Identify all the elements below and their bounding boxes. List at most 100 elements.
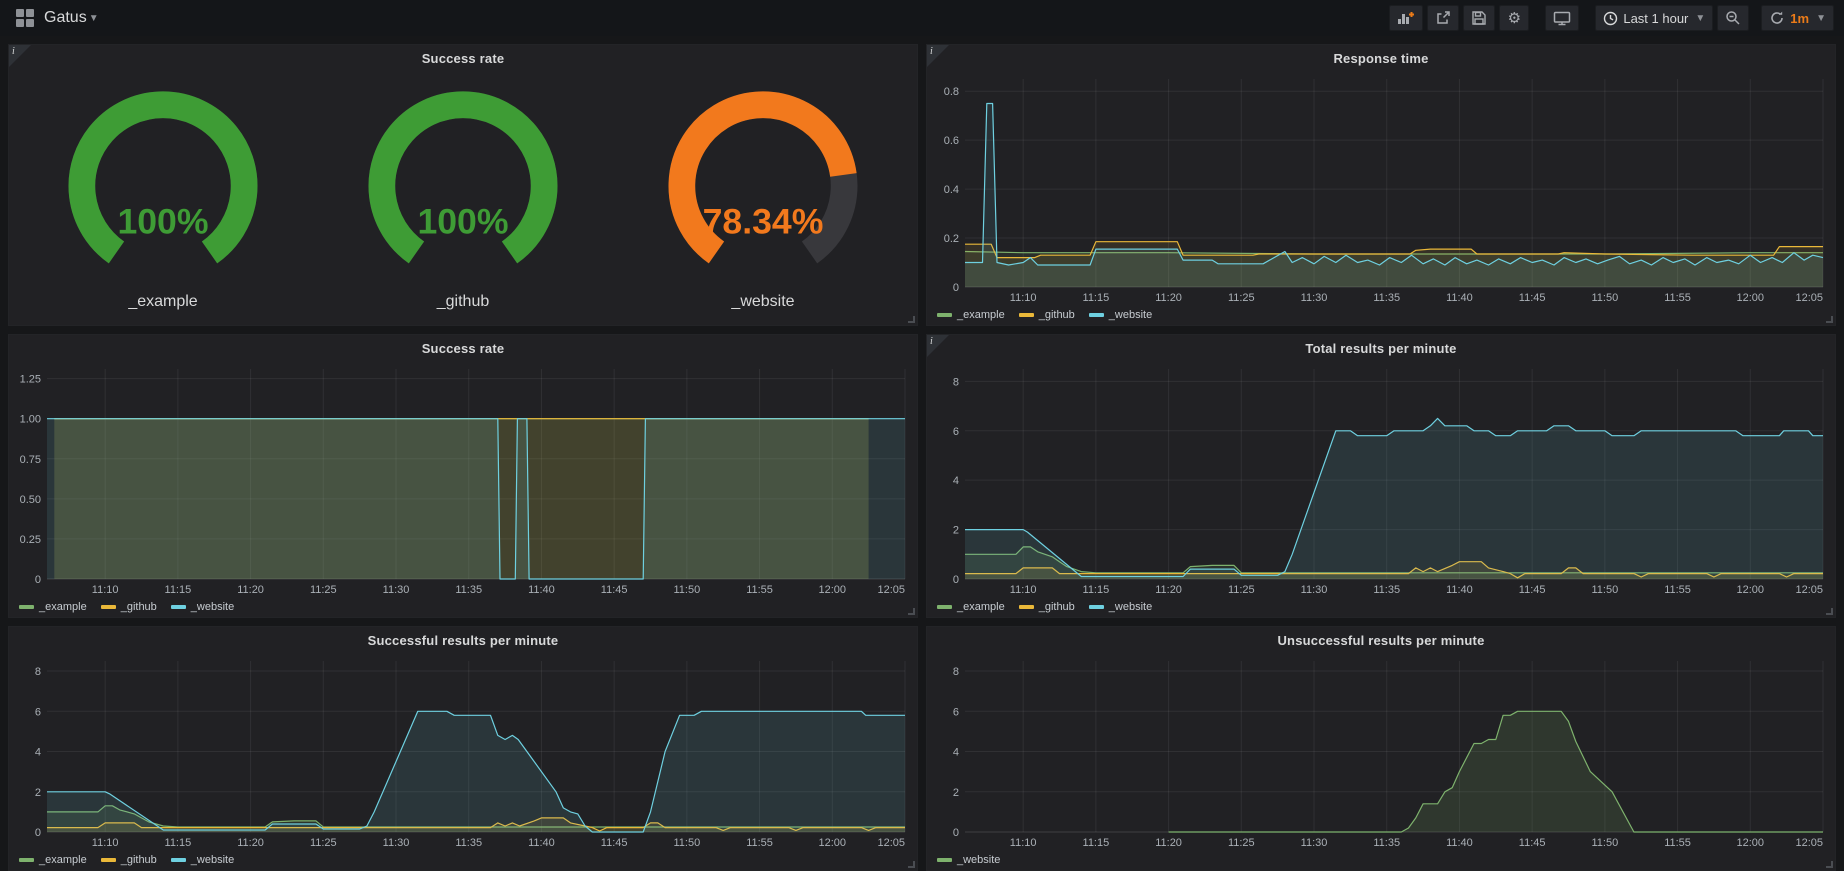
legend-label: _github — [120, 601, 157, 613]
legend-label: _example — [39, 601, 87, 613]
svg-text:100%: 100% — [117, 201, 208, 241]
panel-title[interactable]: Response time — [1333, 50, 1429, 66]
successful-results-chart[interactable]: 0 2 4 6 8 11:10 11:15 11:20 11:25 11:30 11:35 11:40… — [9, 653, 917, 850]
panel-title[interactable]: Success rate — [421, 340, 505, 356]
legend-item[interactable]: _github — [100, 854, 157, 866]
svg-text:1.25: 1.25 — [20, 374, 41, 386]
svg-text:0: 0 — [953, 827, 959, 839]
legend-item[interactable]: _github — [100, 601, 157, 613]
zoom-out-button[interactable] — [1717, 5, 1750, 31]
panel-title[interactable]: Success rate — [421, 50, 505, 66]
svg-text:11:10: 11:10 — [1010, 837, 1037, 849]
gauge-arc: 100% — [368, 91, 558, 264]
panel-total-results: i Total results per minute 0 2 4 6 8 11:10 11:… — [926, 334, 1836, 618]
gauge-website: 78.34% _website — [613, 81, 913, 311]
legend-item[interactable]: _website — [1088, 309, 1153, 321]
svg-text:2: 2 — [35, 787, 41, 799]
chart-legend: _example _github _website — [9, 597, 917, 617]
legend-item[interactable]: _example — [19, 854, 87, 866]
legend-label: _website — [1108, 309, 1153, 321]
panel-resize-handle[interactable] — [908, 861, 915, 868]
gauge-label: _website — [731, 293, 795, 310]
legend-item[interactable]: _example — [937, 601, 1005, 613]
legend-label: _github — [120, 854, 157, 866]
svg-text:11:40: 11:40 — [1446, 292, 1473, 304]
panel-info-icon[interactable]: i — [927, 45, 949, 67]
panel-resize-handle[interactable] — [908, 608, 915, 615]
svg-text:0: 0 — [953, 574, 959, 586]
legend-item[interactable]: _website — [1088, 601, 1152, 613]
svg-text:12:00: 12:00 — [1737, 292, 1765, 304]
chevron-down-icon: ▼ — [1816, 12, 1826, 24]
svg-text:11:15: 11:15 — [1083, 584, 1110, 596]
panel-resize-handle[interactable] — [908, 316, 915, 323]
svg-text:11:25: 11:25 — [310, 837, 337, 849]
legend-item[interactable]: _website — [937, 854, 1000, 866]
svg-text:11:30: 11:30 — [383, 584, 410, 596]
svg-text:0.50: 0.50 — [20, 494, 41, 506]
svg-text:12:05: 12:05 — [1795, 837, 1823, 849]
legend-label: _website — [190, 854, 235, 866]
panel-resize-handle[interactable] — [1826, 861, 1833, 868]
legend-swatch — [1088, 313, 1104, 317]
total-results-chart[interactable]: 0 2 4 6 8 11:10 11:15 11:20 11:25 11:30 11:35 11:40… — [927, 361, 1835, 597]
svg-text:11:35: 11:35 — [455, 837, 482, 849]
svg-text:11:25: 11:25 — [1228, 292, 1255, 304]
dashboard-title[interactable]: Gatus ▼ — [44, 9, 99, 27]
save-button[interactable] — [1463, 5, 1496, 31]
panel-info-icon[interactable]: i — [9, 45, 31, 67]
svg-text:12:00: 12:00 — [819, 837, 847, 849]
svg-text:11:45: 11:45 — [1519, 292, 1546, 304]
gauge-label: _example — [128, 293, 198, 310]
legend-item[interactable]: _website — [170, 854, 235, 866]
legend-item[interactable]: _website — [170, 601, 234, 613]
panel-resize-handle[interactable] — [1826, 608, 1833, 615]
response-time-chart[interactable]: 0 0.2 0.4 0.6 0.8 11:10 11:15 11:20 11:25 11:30 11… — [927, 71, 1835, 305]
svg-text:78.34%: 78.34% — [703, 201, 824, 241]
legend-swatch — [100, 858, 116, 862]
clock-icon — [1604, 11, 1618, 25]
svg-text:2: 2 — [953, 787, 959, 799]
success-rate-chart[interactable]: 0 0.25 0.50 0.75 1.00 1.25 11:10 11:15 11:20 11:2… — [9, 361, 917, 597]
dashboard-title-label: Gatus — [44, 9, 87, 26]
svg-text:11:35: 11:35 — [1373, 292, 1400, 304]
svg-text:4: 4 — [35, 747, 41, 759]
legend-item[interactable]: _github — [1018, 309, 1075, 321]
svg-text:0.8: 0.8 — [944, 86, 959, 98]
settings-button[interactable]: ⚙ — [1499, 5, 1530, 31]
svg-text:6: 6 — [953, 706, 959, 718]
unsuccessful-results-chart[interactable]: 0 2 4 6 8 11:10 11:15 11:20 11:25 11:30 11:35 11:40… — [927, 653, 1835, 850]
panel-title[interactable]: Unsuccessful results per minute — [1277, 632, 1485, 648]
svg-text:11:15: 11:15 — [165, 584, 192, 596]
legend-swatch — [170, 858, 186, 862]
chart-legend: _example _github _website — [927, 597, 1835, 617]
panel-info-icon[interactable]: i — [927, 335, 949, 357]
add-panel-button[interactable] — [1389, 5, 1424, 31]
refresh-button[interactable]: 1m ▼ — [1761, 5, 1834, 31]
legend-swatch — [170, 605, 186, 609]
panel-title[interactable]: Successful results per minute — [367, 632, 559, 648]
apps-grid-icon[interactable] — [16, 9, 34, 27]
legend-item[interactable]: _github — [1018, 601, 1075, 613]
legend-swatch — [100, 605, 116, 609]
top-navbar: Gatus ▼ ⚙ — [0, 0, 1844, 36]
svg-text:11:55: 11:55 — [1664, 584, 1691, 596]
share-button[interactable] — [1427, 5, 1460, 31]
panel-title[interactable]: Total results per minute — [1305, 340, 1457, 356]
tv-mode-button[interactable] — [1545, 5, 1580, 31]
svg-text:11:45: 11:45 — [601, 584, 628, 596]
svg-text:11:15: 11:15 — [165, 837, 192, 849]
chevron-down-icon: ▼ — [88, 12, 99, 24]
legend-item[interactable]: _example — [937, 309, 1005, 321]
svg-text:11:25: 11:25 — [310, 584, 337, 596]
time-range-button[interactable]: Last 1 hour ▼ — [1595, 5, 1714, 31]
share-icon — [1437, 11, 1451, 24]
svg-text:4: 4 — [953, 475, 959, 487]
legend-item[interactable]: _example — [19, 601, 87, 613]
panel-success-rate-timeseries: Success rate 0 0.25 0.50 0.75 1.00 1.25 11:10 1… — [8, 334, 918, 618]
gauge-row: 100% _example 100% _github 78.34% _websi… — [9, 71, 917, 325]
legend-swatch — [937, 313, 952, 317]
panel-resize-handle[interactable] — [1826, 316, 1833, 323]
svg-text:4: 4 — [953, 747, 959, 759]
legend-swatch — [1088, 605, 1104, 609]
